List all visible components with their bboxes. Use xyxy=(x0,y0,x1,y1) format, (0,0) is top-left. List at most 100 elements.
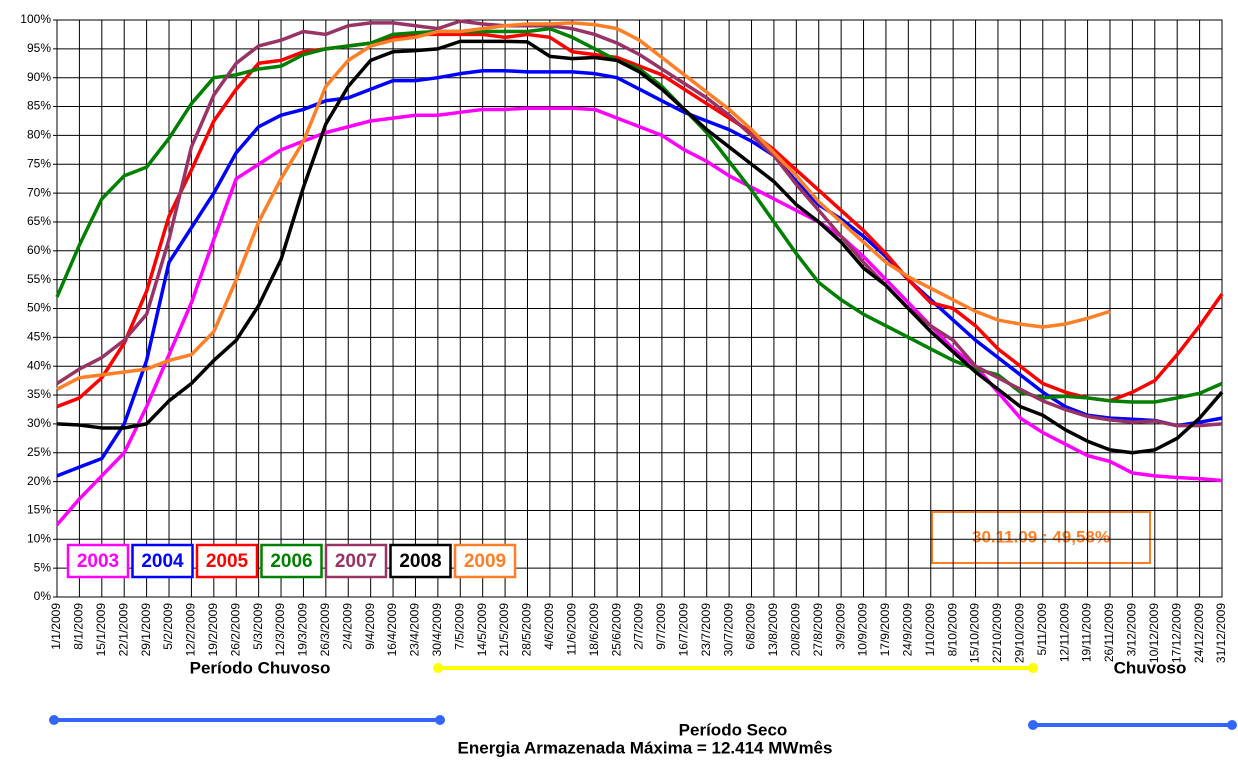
x-tick-label: 12/2/2009 xyxy=(184,603,198,657)
y-tick-label: 70% xyxy=(27,185,51,199)
x-tick-label: 29/1/2009 xyxy=(139,603,153,657)
y-tick-label: 10% xyxy=(27,531,51,545)
period-label: Período Chuvoso xyxy=(190,658,331,677)
x-tick-label: 11/6/2009 xyxy=(564,603,578,656)
x-tick-label: 27/8/2009 xyxy=(811,603,825,657)
legend-label: 2005 xyxy=(206,551,249,572)
x-tick-label: 2/4/2009 xyxy=(340,603,354,650)
series-line xyxy=(55,106,1223,527)
x-tick-label: 29/10/2009 xyxy=(1013,603,1027,663)
x-tick-label: 23/4/2009 xyxy=(408,603,422,657)
x-tick-label: 1/1/2009 xyxy=(49,603,63,650)
plot-area: 0% 5% 10% 15% 20% 25% 30% 35% 40% 45% 50% 55% 60% 65%… xyxy=(20,12,1228,663)
dry-period-end xyxy=(1028,663,1038,673)
y-tick-label: 20% xyxy=(27,474,51,488)
x-tick-label: 21/5/2009 xyxy=(497,603,511,657)
x-tick-label: 10/9/2009 xyxy=(856,603,870,657)
rainy-period-end xyxy=(435,715,445,725)
legend-box xyxy=(195,543,259,579)
y-tick-label: 90% xyxy=(27,70,51,84)
x-tick-label: 14/5/2009 xyxy=(475,603,489,657)
x-tick-label: 5/3/2009 xyxy=(251,603,265,650)
caption: Energia Armazenada Máxima = 12.414 MWmês xyxy=(458,738,833,757)
y-tick-label: 55% xyxy=(27,272,51,286)
x-tick-label: 31/12/2009 xyxy=(1214,603,1228,663)
y-tick-label: 50% xyxy=(27,301,51,315)
x-tick-label: 8/1/2009 xyxy=(72,603,86,650)
note-box xyxy=(931,511,1151,564)
x-tick-label: 24/9/2009 xyxy=(901,603,915,657)
y-tick-label: 65% xyxy=(27,214,51,228)
y-tick-label: 25% xyxy=(27,445,51,459)
x-tick-label: 2/7/2009 xyxy=(632,603,646,650)
legend-box xyxy=(66,543,130,579)
note: 30.11.09 : 49,58% xyxy=(972,527,1110,546)
y-tick-label: 0% xyxy=(34,589,52,603)
series-line xyxy=(56,69,1223,478)
x-tick-label: 9/4/2009 xyxy=(363,603,377,650)
y-tick-label: 95% xyxy=(27,41,51,55)
x-tick-label: 3/9/2009 xyxy=(833,603,847,650)
legend-box xyxy=(324,543,388,579)
series-line xyxy=(56,19,1223,428)
x-tick-label: 30/7/2009 xyxy=(721,603,735,657)
x-tick-label: 30/4/2009 xyxy=(430,603,444,657)
x-tick-label: 17/9/2009 xyxy=(878,603,892,657)
x-tick-label: 19/2/2009 xyxy=(206,603,220,657)
x-tick-label: 20/8/2009 xyxy=(788,603,802,657)
legend-label: 2007 xyxy=(335,551,377,572)
x-tick-label: 6/8/2009 xyxy=(744,603,758,650)
y-tick-label: 60% xyxy=(27,243,51,257)
x-tick-label: 16/4/2009 xyxy=(385,603,399,657)
x-tick-label: 5/11/2009 xyxy=(1035,603,1049,656)
x-tick-label: 7/5/2009 xyxy=(452,603,466,650)
y-tick-label: 85% xyxy=(27,99,51,113)
y-tick-label: 80% xyxy=(27,128,51,142)
rainy-period-start xyxy=(49,715,59,725)
x-tick-label: 22/1/2009 xyxy=(116,603,130,657)
x-tick-label: 26/3/2009 xyxy=(318,603,332,657)
x-tick-label: 18/6/2009 xyxy=(587,603,601,657)
x-tick-label: 17/12/2009 xyxy=(1169,603,1183,663)
period-label: Chuvoso xyxy=(1114,658,1187,677)
x-tick-label: 19/3/2009 xyxy=(296,603,310,657)
y-tick-label: 30% xyxy=(27,416,51,430)
legend-label: 2003 xyxy=(77,551,119,572)
legend-box xyxy=(453,543,517,579)
plot-border xyxy=(56,19,1223,598)
legend-label: 2004 xyxy=(141,551,184,572)
x-tick-label: 26/11/2009 xyxy=(1102,603,1116,662)
legend-label: 2008 xyxy=(399,551,441,572)
x-tick-label: 10/12/2009 xyxy=(1147,603,1161,663)
series-line xyxy=(56,21,1111,391)
y-tick-label: 40% xyxy=(27,358,51,372)
y-tick-label: 35% xyxy=(27,387,51,401)
x-tick-label: 19/11/2009 xyxy=(1080,603,1094,662)
period-label: Período Seco xyxy=(679,720,788,739)
rainy-period-start-2 xyxy=(1028,720,1038,730)
x-tick-label: 26/2/2009 xyxy=(228,603,242,657)
x-tick-label: 1/10/2009 xyxy=(923,603,937,657)
x-tick-label: 5/2/2009 xyxy=(161,603,175,650)
legend-box xyxy=(389,543,452,579)
series-line xyxy=(56,39,1224,455)
y-tick-label: 15% xyxy=(27,503,51,517)
x-tick-label: 23/7/2009 xyxy=(699,603,713,657)
y-tick-label: 75% xyxy=(27,156,51,170)
x-tick-label: 24/12/2009 xyxy=(1192,603,1206,663)
x-tick-label: 13/8/2009 xyxy=(766,603,780,657)
y-tick-label: 100% xyxy=(20,12,51,26)
legend-box xyxy=(260,543,323,579)
legend-label: 2006 xyxy=(270,551,312,572)
y-tick-label: 45% xyxy=(27,330,51,344)
x-tick-label: 28/5/2009 xyxy=(520,603,534,657)
x-tick-label: 15/1/2009 xyxy=(94,603,108,657)
x-tick-label: 12/3/2009 xyxy=(273,603,287,657)
y-tick-label: 5% xyxy=(34,560,52,574)
x-tick-label: 3/12/2009 xyxy=(1125,603,1139,657)
rainy-period-end-2 xyxy=(1227,720,1237,730)
dry-period-start xyxy=(433,663,443,673)
legend-box xyxy=(131,543,194,579)
x-tick-label: 15/10/2009 xyxy=(968,603,982,663)
